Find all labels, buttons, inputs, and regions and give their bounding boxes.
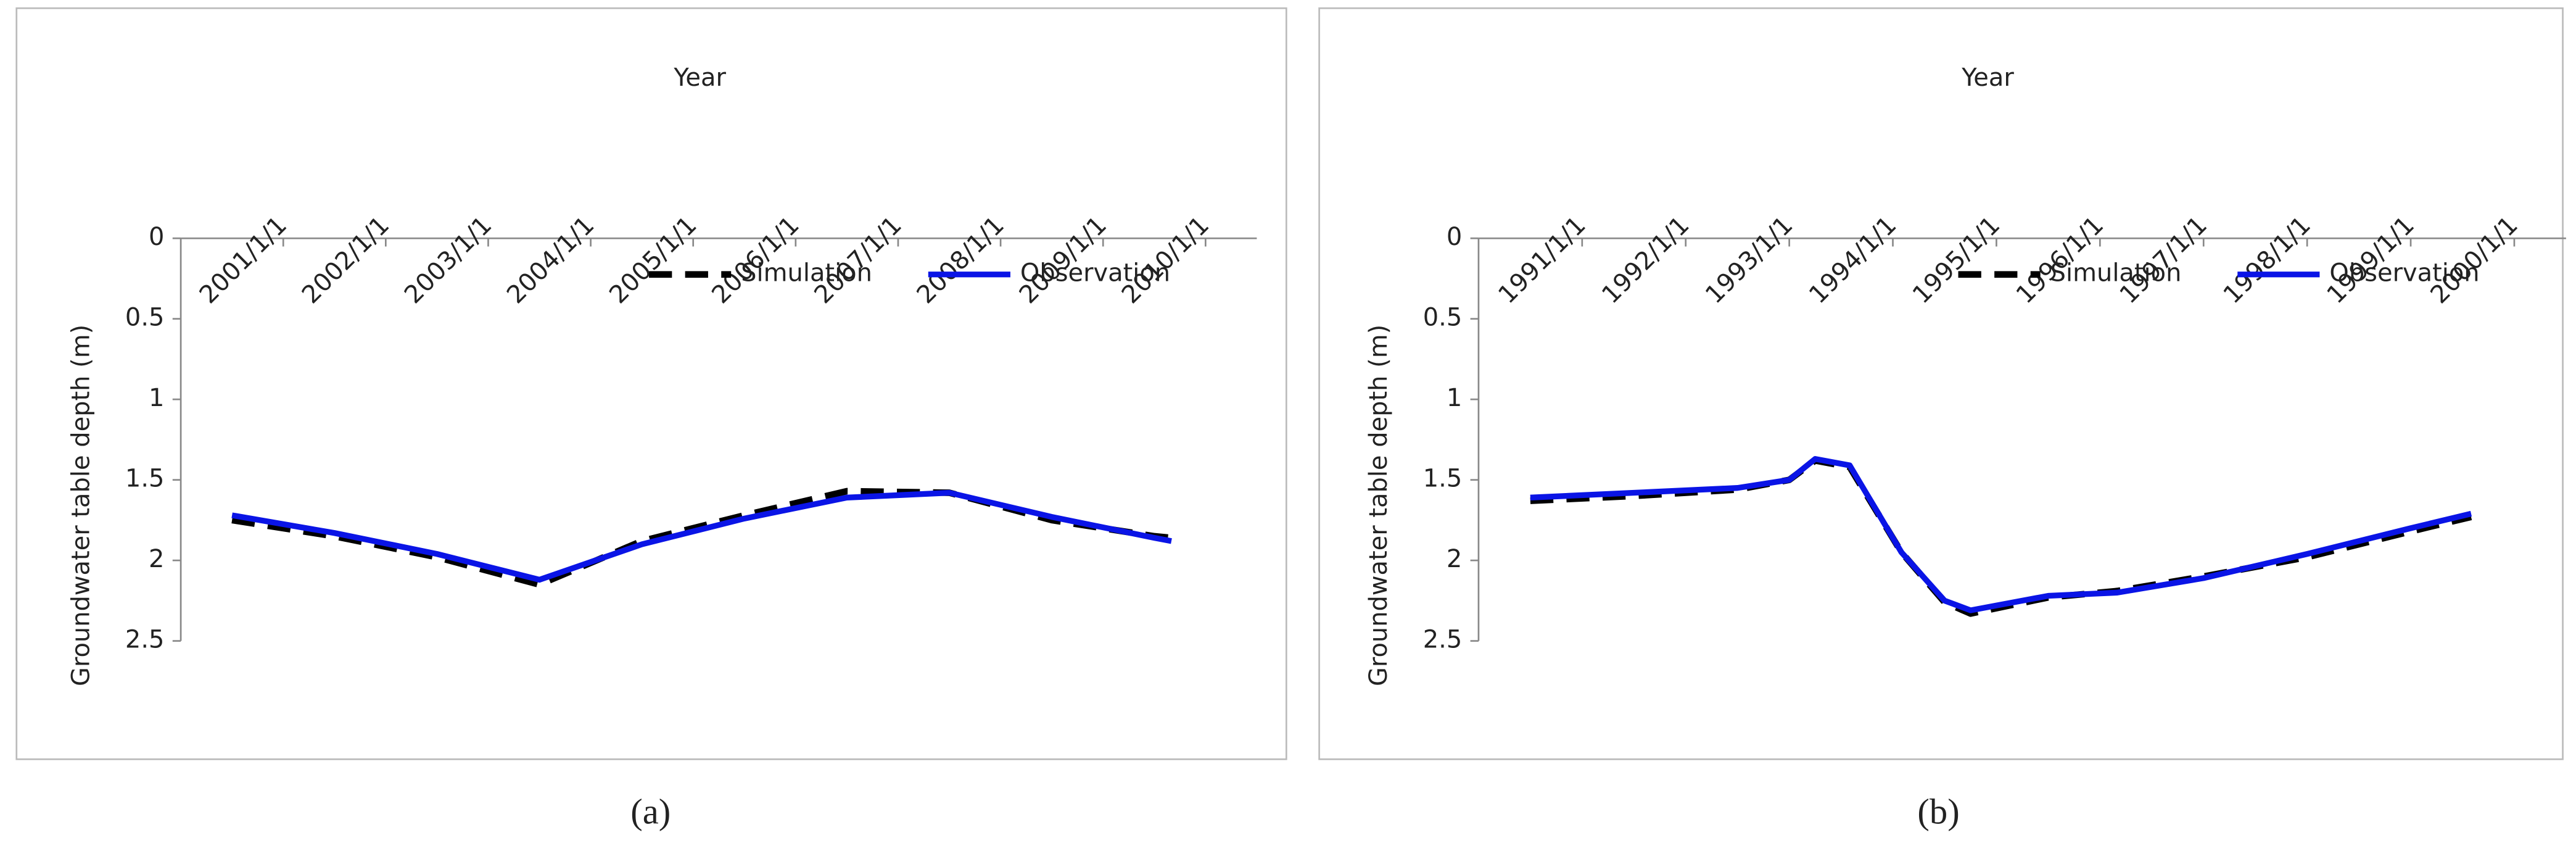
legend-label: Observation — [2329, 259, 2479, 288]
x-tick-label: 1993/1/1 — [1700, 211, 1798, 309]
x-tick-label: 1998/1/1 — [2218, 211, 2316, 309]
panel-frame — [15, 7, 1287, 760]
x-axis-title: Year — [673, 64, 726, 92]
y-axis-title: Groundwater table depth (m) — [67, 325, 95, 686]
y-tick-label: 0.5 — [125, 304, 165, 332]
x-tick-label: 2008/1/1 — [912, 211, 1010, 309]
y-tick-label: 1.5 — [1423, 465, 1463, 493]
panel-label: (a) — [630, 791, 671, 831]
y-tick-label: 0 — [1447, 223, 1462, 251]
y-axis-title: Groundwater table depth (m) — [1364, 325, 1393, 686]
x-tick-label: 2005/1/1 — [604, 211, 702, 309]
legend-label: Simulation — [741, 259, 872, 288]
y-tick-label: 0 — [149, 223, 164, 251]
panel-frame — [1318, 7, 2564, 760]
series-line — [1530, 457, 2472, 617]
x-tick-label: 1991/1/1 — [1493, 211, 1591, 309]
x-tick-label: 1992/1/1 — [1596, 211, 1695, 309]
series-line — [231, 489, 1172, 583]
x-tick-label: 1994/1/1 — [1804, 211, 1902, 309]
x-axis-title: Year — [1961, 64, 2014, 92]
x-tick-label: 2003/1/1 — [399, 211, 497, 309]
x-tick-label: 2004/1/1 — [502, 211, 600, 309]
series-line — [231, 488, 1172, 588]
panel-label: (b) — [1917, 791, 1959, 831]
y-tick-label: 1 — [149, 384, 164, 412]
y-tick-label: 2.5 — [125, 626, 165, 654]
y-tick-label: 2 — [1447, 545, 1462, 573]
x-tick-label: 2001/1/1 — [194, 211, 292, 309]
x-tick-label: 1995/1/1 — [1907, 211, 2005, 309]
y-tick-label: 1 — [1447, 384, 1462, 412]
y-tick-label: 2 — [149, 545, 164, 573]
y-tick-label: 0.5 — [1423, 304, 1463, 332]
series-line — [1530, 456, 2472, 613]
legend-label: Simulation — [2050, 259, 2182, 288]
x-tick-label: 2002/1/1 — [297, 211, 395, 309]
legend-label: Observation — [1020, 259, 1170, 288]
y-tick-label: 1.5 — [125, 465, 165, 493]
y-tick-label: 2.5 — [1423, 626, 1463, 654]
